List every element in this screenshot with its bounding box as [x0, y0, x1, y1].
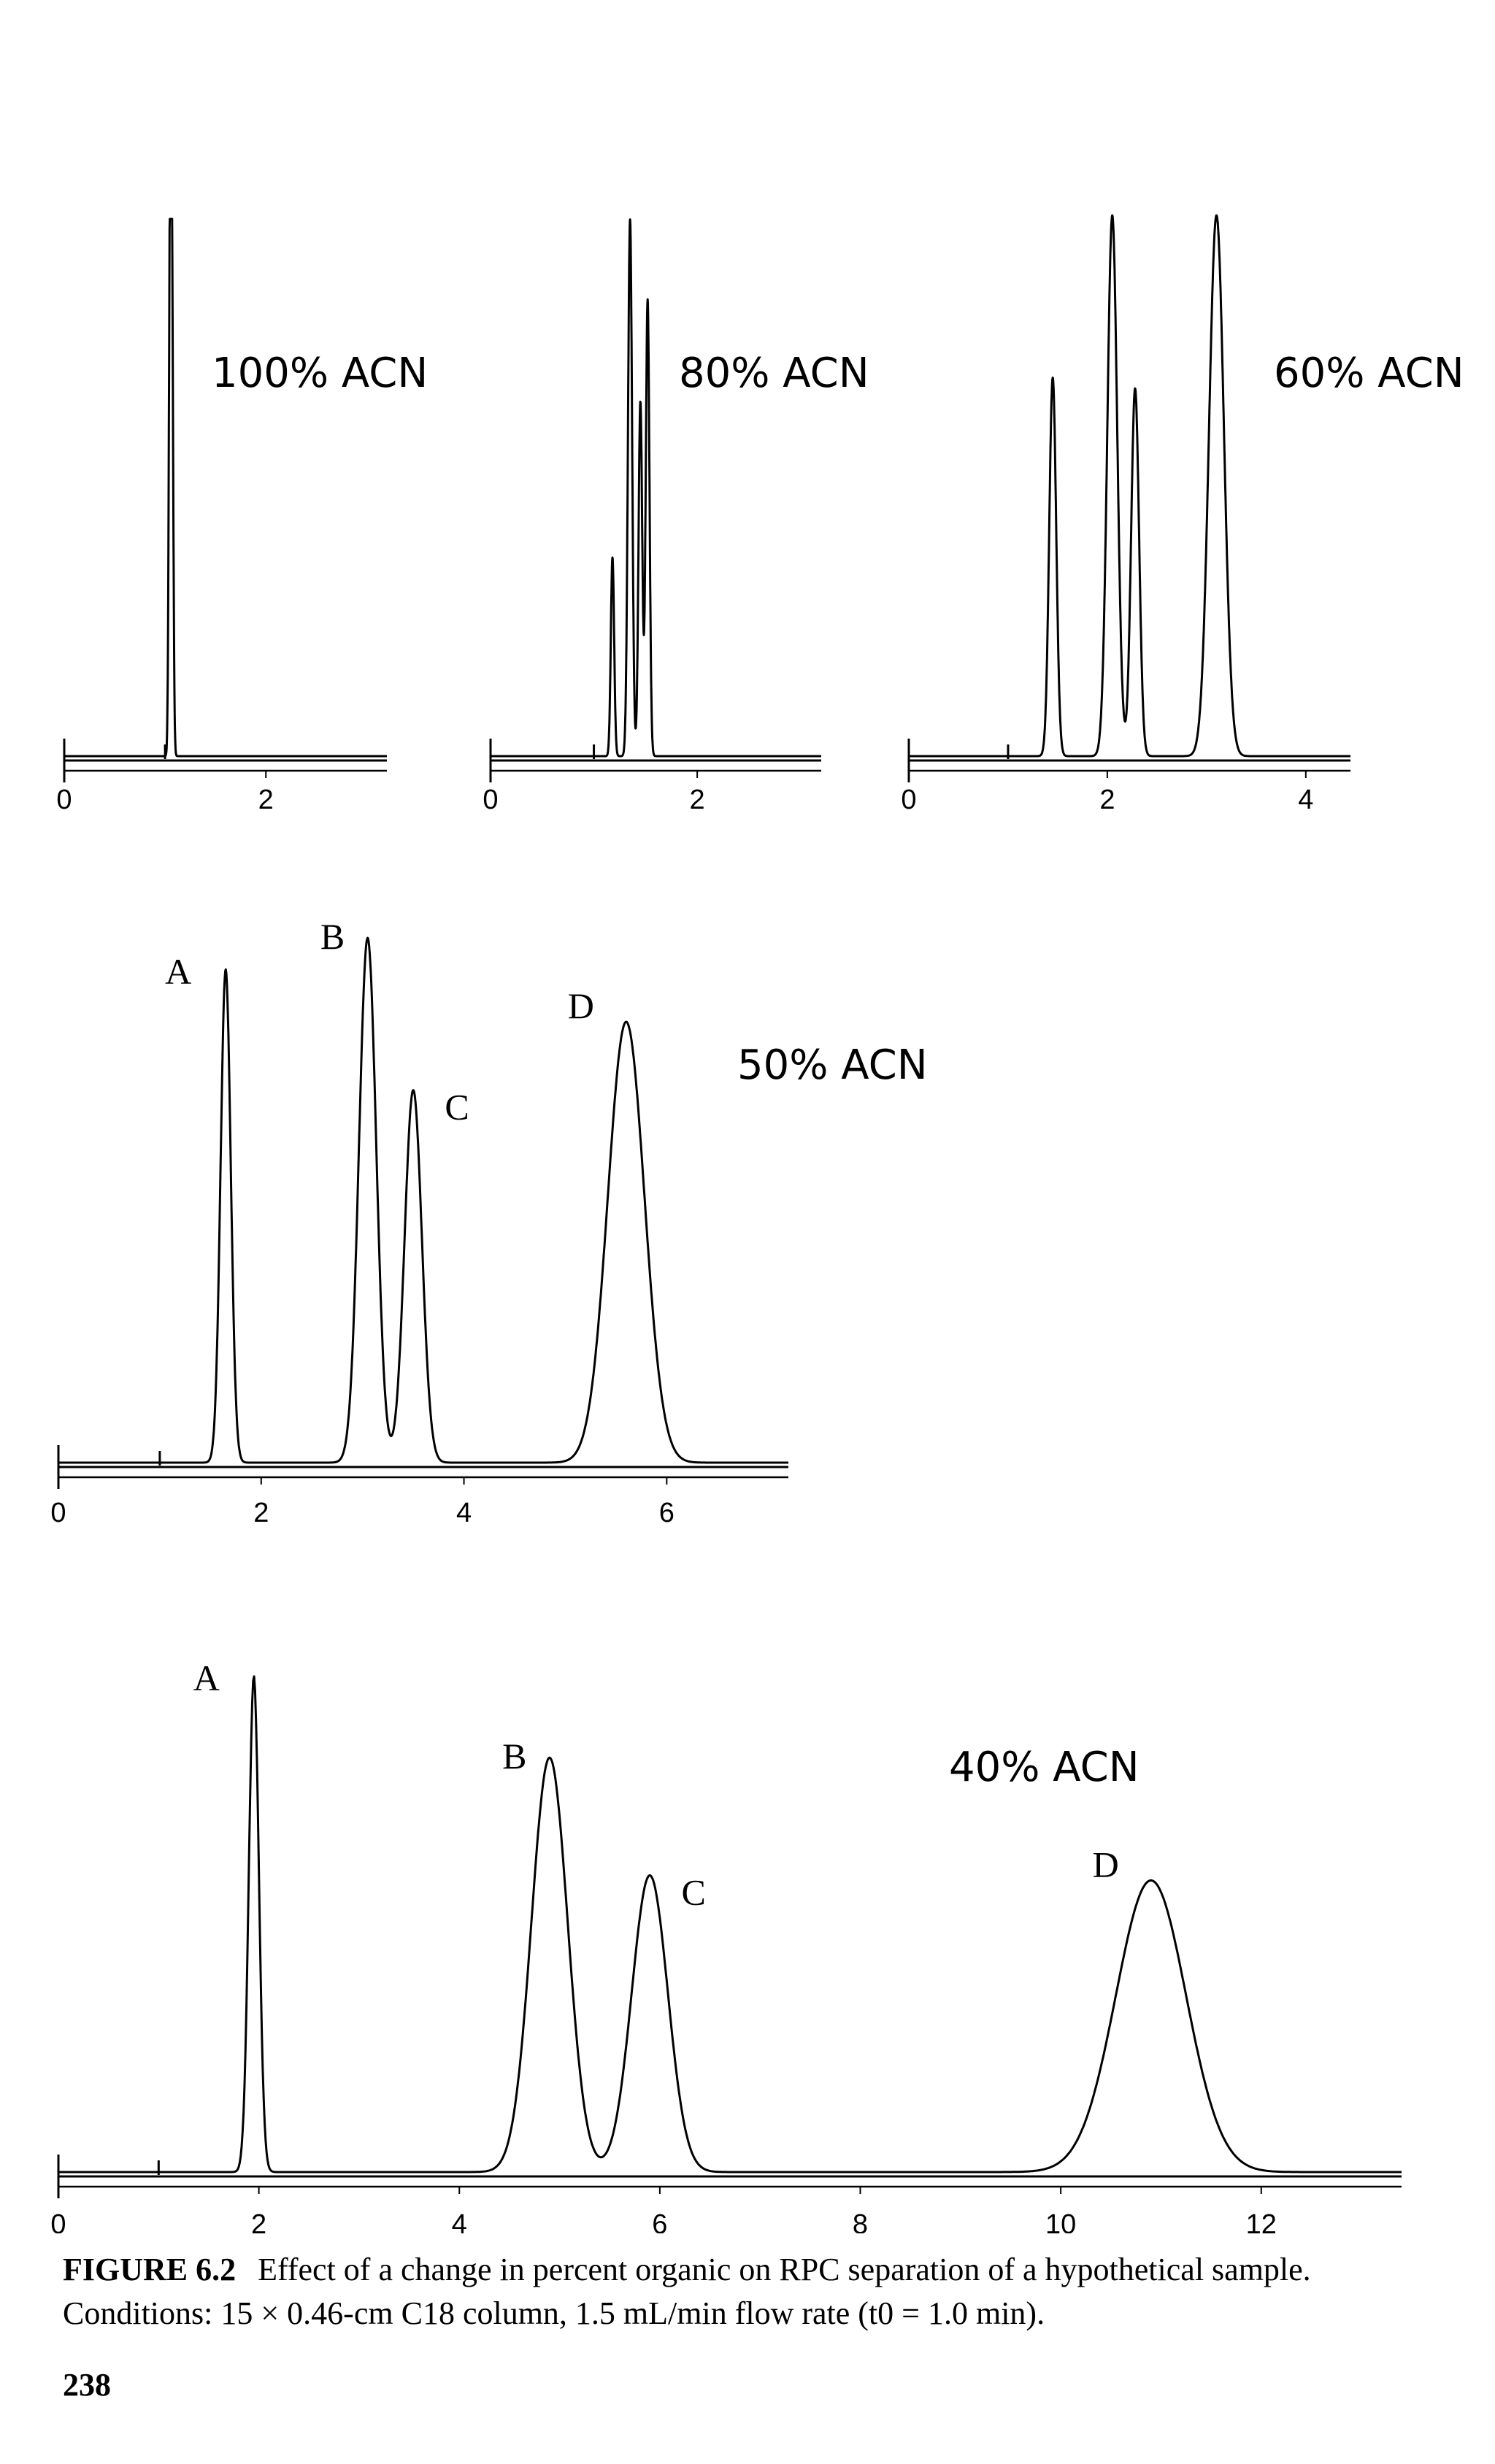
- chromatogram-trace: [907, 214, 1352, 758]
- x-tick-label: 10: [1045, 2209, 1076, 2233]
- chromatogram-panel: 0 2 100% ACN: [56, 217, 428, 815]
- peak-label-b: B: [320, 916, 345, 957]
- x-tick-label: 6: [659, 1498, 675, 1528]
- x-tick-label: 0: [483, 785, 498, 815]
- chromatogram-trace: [63, 217, 388, 758]
- chromatogram-panel: 0 2 4 6 A B C D 50% ACN: [50, 916, 927, 1528]
- condition-label: 80% ACN: [679, 350, 869, 397]
- chromatogram-panel: 0 2 4 6 8 10 12 A B C D 40% ACN: [50, 1658, 1402, 2233]
- peak-label-d: D: [1093, 1844, 1119, 1884]
- x-tick-label: 0: [50, 2209, 66, 2233]
- chromatogram-panel: 0 2 4 60% ACN: [901, 214, 1464, 815]
- peak-label-b: B: [502, 1736, 526, 1776]
- page-number: 238: [63, 2367, 111, 2403]
- x-tick-label: 2: [690, 785, 705, 815]
- chromatogram-figure: 0 2 100% ACN 0 2 80% ACN 0 2 4 60% ACN 0 2 4 6 A B C D 50%…: [50, 214, 1464, 2233]
- x-tick-label: 12: [1246, 2209, 1277, 2233]
- x-tick-label: 0: [56, 785, 72, 815]
- x-tick-label: 4: [1298, 785, 1313, 815]
- condition-label: 100% ACN: [212, 350, 428, 397]
- x-tick-label: 6: [652, 2209, 667, 2233]
- chromatogram-trace: [58, 1675, 1402, 2174]
- x-tick-label: 4: [456, 1498, 472, 1528]
- x-tick-label: 2: [258, 785, 274, 815]
- caption-text: Effect of a change in percent organic on…: [63, 2252, 1311, 2331]
- peak-label-a: A: [165, 951, 191, 992]
- peak-label-d: D: [568, 985, 594, 1026]
- figure-caption: FIGURE 6.2 Effect of a change in percent …: [63, 2248, 1435, 2336]
- chromatogram-trace: [489, 218, 823, 758]
- x-tick-label: 8: [853, 2209, 868, 2233]
- condition-label: 50% ACN: [737, 1042, 928, 1089]
- figure-number: FIGURE 6.2: [63, 2252, 237, 2287]
- x-tick-label: 2: [251, 2209, 266, 2233]
- peak-label-a: A: [193, 1658, 220, 1698]
- x-tick-label: 2: [1099, 785, 1115, 815]
- condition-label: 40% ACN: [949, 1744, 1139, 1791]
- peak-label-c: C: [445, 1087, 469, 1128]
- peak-label-c: C: [681, 1871, 705, 1912]
- chromatogram-panel: 0 2 80% ACN: [483, 218, 869, 815]
- x-tick-label: 0: [50, 1498, 66, 1528]
- x-tick-label: 2: [253, 1498, 269, 1528]
- condition-label: 60% ACN: [1274, 350, 1464, 397]
- x-tick-label: 4: [452, 2209, 467, 2233]
- x-tick-label: 0: [901, 785, 916, 815]
- chromatogram-trace: [58, 936, 789, 1464]
